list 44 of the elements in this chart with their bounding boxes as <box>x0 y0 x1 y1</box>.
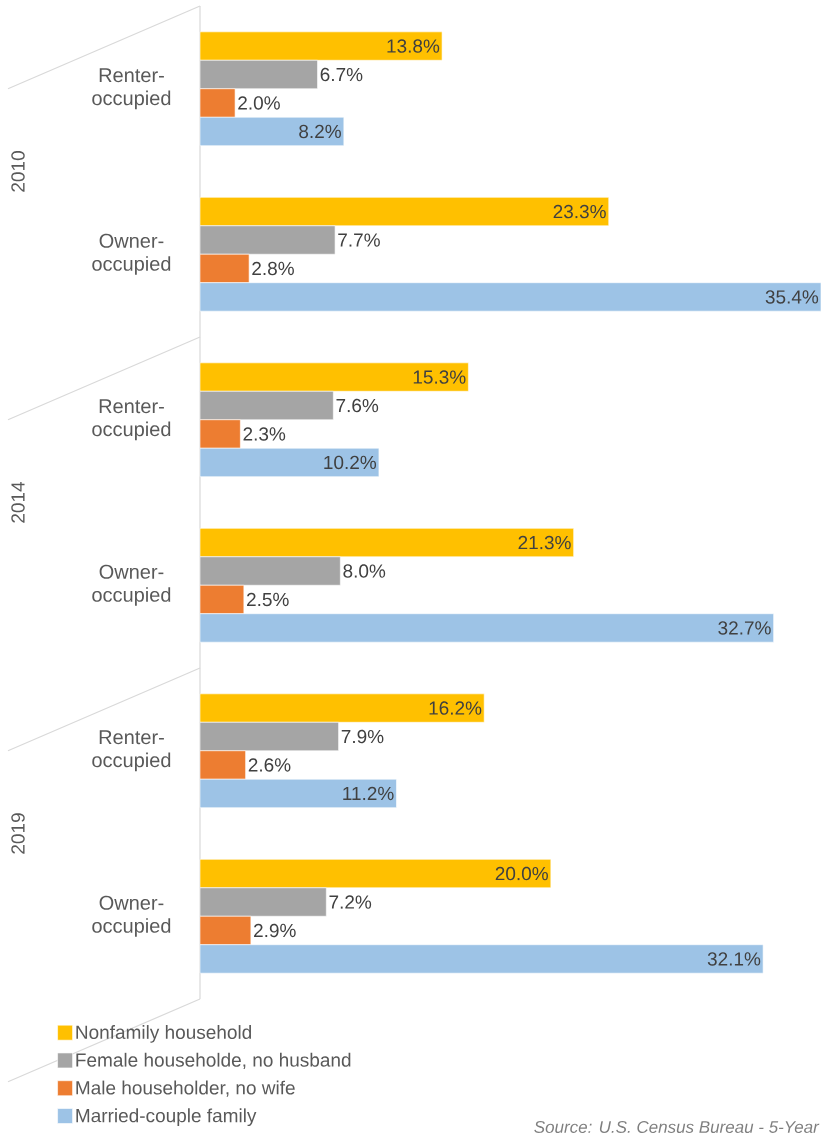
data-label: 16.2% <box>429 701 482 715</box>
data-label: 2.8% <box>252 261 294 276</box>
y-tick-label: Owner-occupied <box>92 564 171 606</box>
legend-label: Female householde, no husband <box>76 1052 351 1070</box>
data-label: 2.9% <box>254 923 296 938</box>
source-note: Source: U.S. Census Bureau - 5-Year <box>534 1120 820 1134</box>
y-tick-label: Renter-occupied <box>92 68 171 110</box>
data-label: 15.3% <box>413 370 466 384</box>
data-label: 32.7% <box>718 621 771 635</box>
data-label: 7.2% <box>329 895 372 909</box>
data-label: 7.6% <box>336 398 379 413</box>
data-label: 20.0% <box>495 866 548 881</box>
data-label: 23.3% <box>553 204 606 219</box>
data-label: 21.3% <box>518 535 571 550</box>
data-label: 2.3% <box>243 427 286 441</box>
bar <box>199 447 380 477</box>
y-tick-label: Renter-occupied <box>92 399 171 441</box>
data-label: 35.4% <box>765 290 819 304</box>
bar <box>199 778 397 808</box>
data-label: 13.8% <box>387 39 440 53</box>
legend-label: Male householder, no wife <box>76 1080 295 1097</box>
data-label: 10.2% <box>324 455 377 470</box>
data-label: 2.6% <box>248 758 291 772</box>
data-label: 7.9% <box>341 729 384 744</box>
legend-label: Nonfamily household <box>76 1025 252 1043</box>
data-label: 32.1% <box>707 952 761 966</box>
legend-label: Married-couple family <box>76 1108 257 1127</box>
text: 2019 <box>11 813 25 854</box>
data-label: 7.7% <box>338 233 380 247</box>
y-tick-label: Owner-occupied <box>92 233 171 275</box>
data-label: 6.7% <box>320 67 363 82</box>
y-tick-label: Renter-occupied <box>92 730 171 772</box>
data-label: 8.0% <box>343 564 386 578</box>
data-label: 2.5% <box>247 592 289 607</box>
y-tick-label: Owner-occupied <box>92 895 171 937</box>
text: 2014 <box>11 481 25 523</box>
bar <box>199 282 821 312</box>
bar <box>199 944 764 974</box>
bar <box>199 613 774 643</box>
bar <box>199 116 345 146</box>
text: 2010 <box>11 151 25 192</box>
data-label: 8.2% <box>299 124 341 139</box>
data-label: 2.0% <box>238 96 280 110</box>
data-label: 11.2% <box>343 786 394 801</box>
